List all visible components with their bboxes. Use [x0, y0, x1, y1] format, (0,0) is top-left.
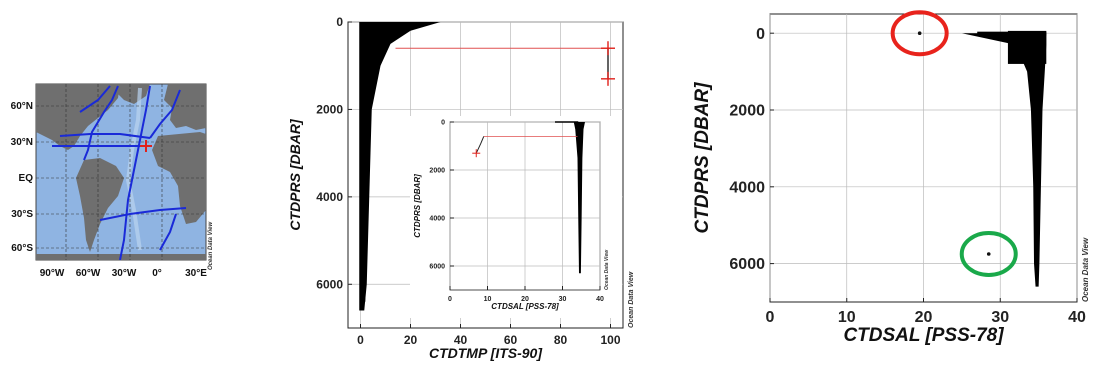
outlier-point — [986, 252, 991, 256]
x-tick-label: 40 — [596, 296, 604, 303]
inset-outlier-trace — [475, 136, 485, 154]
salinity-inset-cloud — [573, 122, 585, 274]
x-tick-label: 30 — [991, 309, 1009, 326]
green-highlight-circle — [959, 231, 1018, 277]
y-tick-label: 6000 — [316, 277, 343, 291]
x-tick-label: 40 — [1068, 309, 1086, 326]
map-lat-label: 60°N — [11, 101, 33, 112]
ocean-map: 60°N 30°N EQ 30°S 60°S 90°W 60°W 30°W 0°… — [11, 83, 214, 279]
x-tick-label: 40 — [454, 333, 468, 347]
map-land-north-america — [36, 84, 120, 150]
y-axis-label: CTDPRS [DBAR] — [692, 82, 713, 234]
y-tick-label: 2000 — [729, 103, 765, 120]
y-tick-label: 4000 — [729, 179, 765, 196]
y-tick-label: 2000 — [316, 103, 343, 117]
x-tick-label: 20 — [915, 309, 933, 326]
x-tick-label: 10 — [484, 296, 492, 303]
x-tick-label: 0 — [357, 333, 364, 347]
y-tick-label: 4000 — [316, 190, 343, 204]
y-tick-label: 6000 — [429, 263, 445, 270]
x-tick-label: 20 — [521, 296, 529, 303]
salinity-chart: 0 10 20 30 40 0 2000 4000 6000 CTDSAL [PSS-78] CTD… — [692, 10, 1090, 346]
map-lon-label: 60°W — [76, 268, 101, 279]
watermark: Ocean Data View — [628, 271, 635, 328]
salinity-upper-band — [1007, 30, 1047, 64]
y-tick-label: 0 — [336, 15, 343, 29]
x-axis-label: CTDTMP [ITS-90] — [429, 345, 543, 361]
y-tick-label: 0 — [441, 119, 445, 126]
x-tick-label: 10 — [838, 309, 856, 326]
salinity-inset-chart: 0 10 20 30 40 0 2000 4000 6000 CTDSAL [PSS-78] CTD… — [410, 116, 622, 318]
map-lat-label: 60°S — [11, 243, 33, 254]
x-tick-label: 0 — [766, 309, 775, 326]
map-lon-label: 0° — [152, 268, 162, 279]
y-tick-label: 4000 — [429, 215, 445, 222]
map-cruise-tracks — [52, 85, 187, 261]
y-axis-label: CTDPRS [DBAR] — [287, 118, 303, 231]
x-tick-label: 60 — [504, 333, 518, 347]
temperature-profile-cloud — [359, 22, 441, 311]
y-tick-label: 2000 — [429, 167, 445, 174]
map-lat-label: 30°N — [11, 137, 33, 148]
map-lon-label: 30°E — [185, 268, 207, 279]
map-land-europe — [164, 84, 206, 130]
x-tick-label: 0 — [448, 296, 452, 303]
map-land-south-america — [76, 158, 124, 252]
x-tick-label: 30 — [559, 296, 567, 303]
x-axis-label: CTDSAL [PSS-78] — [843, 325, 1004, 346]
map-lat-label: EQ — [19, 173, 34, 184]
watermark: Ocean Data View — [604, 249, 610, 290]
x-tick-label: 100 — [600, 333, 620, 347]
watermark: Ocean Data View — [1081, 237, 1090, 302]
map-grid — [36, 84, 206, 260]
y-tick-label: 6000 — [729, 256, 765, 273]
map-lon-label: 90°W — [40, 268, 65, 279]
map-watermark: Ocean Data View — [208, 222, 214, 270]
y-axis-label: CTDPRS [DBAR] — [413, 174, 422, 238]
red-highlight-circle — [890, 10, 949, 57]
outlier-point — [917, 31, 922, 35]
map-lon-label: 30°W — [112, 268, 137, 279]
x-tick-label: 20 — [404, 333, 418, 347]
map-lat-label: 30°S — [11, 209, 33, 220]
y-tick-label: 0 — [756, 26, 765, 43]
x-axis-label: CTDSAL [PSS-78] — [491, 302, 559, 311]
map-station-marker — [140, 140, 152, 152]
x-tick-label: 80 — [554, 333, 568, 347]
